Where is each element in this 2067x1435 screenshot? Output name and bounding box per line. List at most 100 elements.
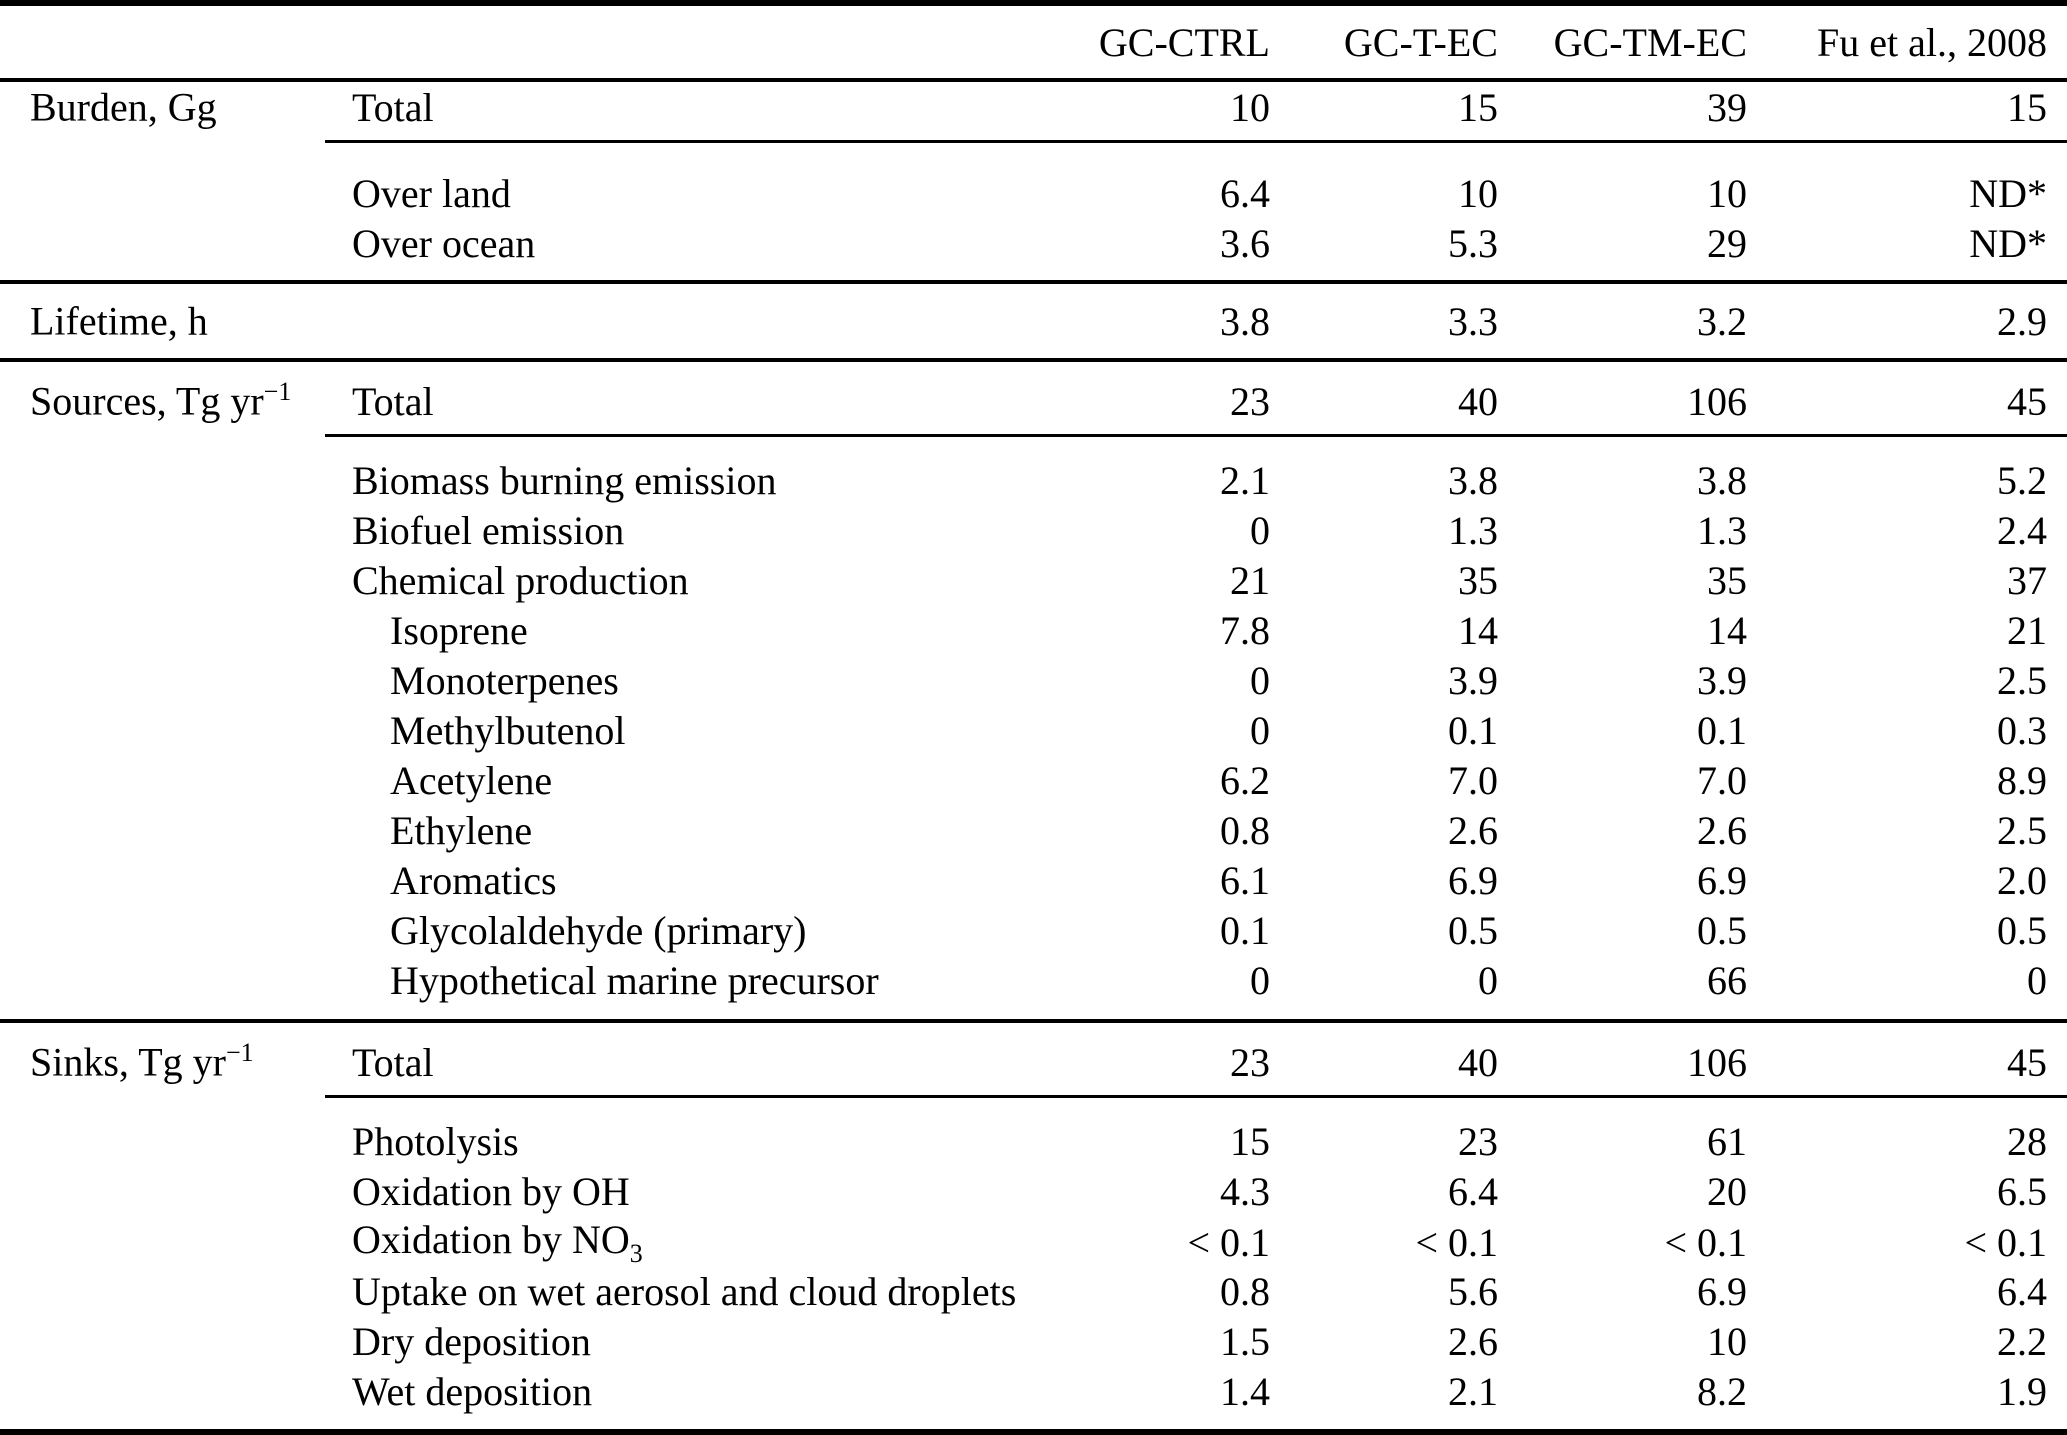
value-cell: 3.9: [1697, 657, 1747, 703]
value-cell: 35: [1458, 557, 1498, 603]
value-cell: 3.3: [1448, 298, 1498, 344]
value-cell: 2.5: [1997, 807, 2047, 853]
column-header: GC-TM-EC: [1553, 19, 1747, 65]
value-cell: 0.1: [1220, 907, 1270, 953]
value-cell: 1.3: [1448, 507, 1498, 553]
spacer: [0, 132, 2067, 140]
section-burden: Burden, Gg Total 10 15 39 15 Over land 6…: [0, 82, 2067, 280]
value-cell: 2.5: [1997, 657, 2047, 703]
value-cell: ND*: [1969, 220, 2047, 266]
table-row: Biofuel emission 0 1.3 1.3 2.4: [0, 505, 2067, 555]
spacer: [0, 1023, 2067, 1037]
table-row: Aromatics 6.1 6.9 6.9 2.0: [0, 855, 2067, 905]
row-label-sub: 3: [629, 1239, 643, 1268]
group-label-text: Lifetime, h: [30, 298, 208, 344]
value-cell: < 0.1: [1415, 1220, 1498, 1265]
header-row: GC-CTRL GC-T-EC GC-TM-EC Fu et al., 2008: [0, 6, 2067, 78]
value-cell: < 0.1: [1964, 1220, 2047, 1265]
group-label-text: Sources, Tg yr: [30, 378, 264, 424]
row-label: Photolysis: [352, 1118, 519, 1164]
value-cell: 10: [1707, 1318, 1747, 1364]
value-cell: 8.9: [1997, 757, 2047, 803]
row-label: Over land: [352, 170, 511, 216]
value-cell: 6.9: [1697, 1268, 1747, 1314]
table-row: Hypothetical marine precursor 0 0 66 0: [0, 955, 2067, 1005]
value-cell: 45: [2007, 378, 2047, 424]
value-cell: 10: [1458, 170, 1498, 216]
row-label: Total: [352, 1039, 434, 1085]
value-cell: 15: [1230, 1118, 1270, 1164]
table-row: Oxidation by NO3 < 0.1 < 0.1 < 0.1 < 0.1: [0, 1216, 2067, 1268]
value-cell: 2.6: [1448, 807, 1498, 853]
value-cell: 2.1: [1448, 1368, 1498, 1414]
group-label: Lifetime, h: [0, 297, 325, 344]
row-label: Hypothetical marine precursor: [390, 957, 879, 1003]
spacer: [0, 268, 2067, 280]
table-row: Dry deposition 1.5 2.6 10 2.2: [0, 1316, 2067, 1366]
table-row: Isoprene 7.8 14 14 21: [0, 605, 2067, 655]
header-rule: [0, 78, 2067, 82]
section-rule: [0, 280, 2067, 284]
partial-rule: [325, 140, 2067, 143]
value-cell: 40: [1458, 1039, 1498, 1085]
value-cell: 6.4: [1997, 1268, 2047, 1314]
value-cell: 6.9: [1697, 857, 1747, 903]
value-cell: 6.4: [1448, 1168, 1498, 1214]
value-cell: 35: [1707, 557, 1747, 603]
value-cell: 0: [1478, 957, 1498, 1003]
value-cell: 6.9: [1448, 857, 1498, 903]
top-rule: [0, 0, 2067, 6]
table-row: Oxidation by OH 4.3 6.4 20 6.5: [0, 1166, 2067, 1216]
value-cell: 0.1: [1697, 707, 1747, 753]
value-cell: 6.4: [1220, 170, 1270, 216]
value-cell: 1.5: [1220, 1318, 1270, 1364]
section-sinks: Sinks, Tg yr−1 Total 23 40 106 45 Photol…: [0, 1023, 2067, 1429]
spacer: [0, 437, 2067, 455]
value-cell: 23: [1230, 378, 1270, 424]
group-label-text: Sinks, Tg yr: [30, 1039, 226, 1085]
section-lifetime: Lifetime, h 3.8 3.3 3.2 2.9: [0, 284, 2067, 358]
spacer: [0, 1416, 2067, 1429]
row-label: Oxidation by OH: [352, 1168, 630, 1214]
value-cell: 2.6: [1697, 807, 1747, 853]
value-cell: 6.1: [1220, 857, 1270, 903]
value-cell: 0.1: [1448, 707, 1498, 753]
value-cell: < 0.1: [1664, 1220, 1747, 1265]
table-row: Acetylene 6.2 7.0 7.0 8.9: [0, 755, 2067, 805]
row-label: Ethylene: [390, 807, 533, 853]
value-cell: 1.4: [1220, 1368, 1270, 1414]
value-cell: 2.2: [1997, 1318, 2047, 1364]
value-cell: 6.2: [1220, 757, 1270, 803]
spacer: [0, 1005, 2067, 1019]
value-cell: 23: [1458, 1118, 1498, 1164]
section-rule: [0, 1019, 2067, 1023]
value-cell: 1.9: [1997, 1368, 2047, 1414]
row-label: Biofuel emission: [352, 507, 625, 553]
value-cell: 0.5: [1997, 907, 2047, 953]
value-cell: 20: [1707, 1168, 1747, 1214]
row-label: Biomass burning emission: [352, 457, 777, 503]
value-cell: 0.5: [1697, 907, 1747, 953]
value-cell: 3.8: [1697, 457, 1747, 503]
value-cell: 0.3: [1997, 707, 2047, 753]
group-label-sup: −1: [263, 377, 292, 407]
value-cell: 21: [1230, 557, 1270, 603]
partial-rule: [325, 434, 2067, 437]
partial-rule: [325, 1095, 2067, 1098]
table-row: Ethylene 0.8 2.6 2.6 2.5: [0, 805, 2067, 855]
value-cell: 1.3: [1697, 507, 1747, 553]
row-label: Total: [352, 84, 434, 130]
table-row: Photolysis 15 23 61 28: [0, 1116, 2067, 1166]
row-label: Glycolaldehyde (primary): [390, 907, 807, 953]
value-cell: 23: [1230, 1039, 1270, 1085]
value-cell: 2.6: [1448, 1318, 1498, 1364]
value-cell: 39: [1707, 84, 1747, 130]
value-cell: 0: [1250, 507, 1270, 553]
value-cell: 5.6: [1448, 1268, 1498, 1314]
value-cell: 14: [1458, 607, 1498, 653]
row-label: Methylbutenol: [390, 707, 626, 753]
section-rule: [0, 358, 2067, 362]
value-cell: 15: [2007, 84, 2047, 130]
value-cell: 4.3: [1220, 1168, 1270, 1214]
